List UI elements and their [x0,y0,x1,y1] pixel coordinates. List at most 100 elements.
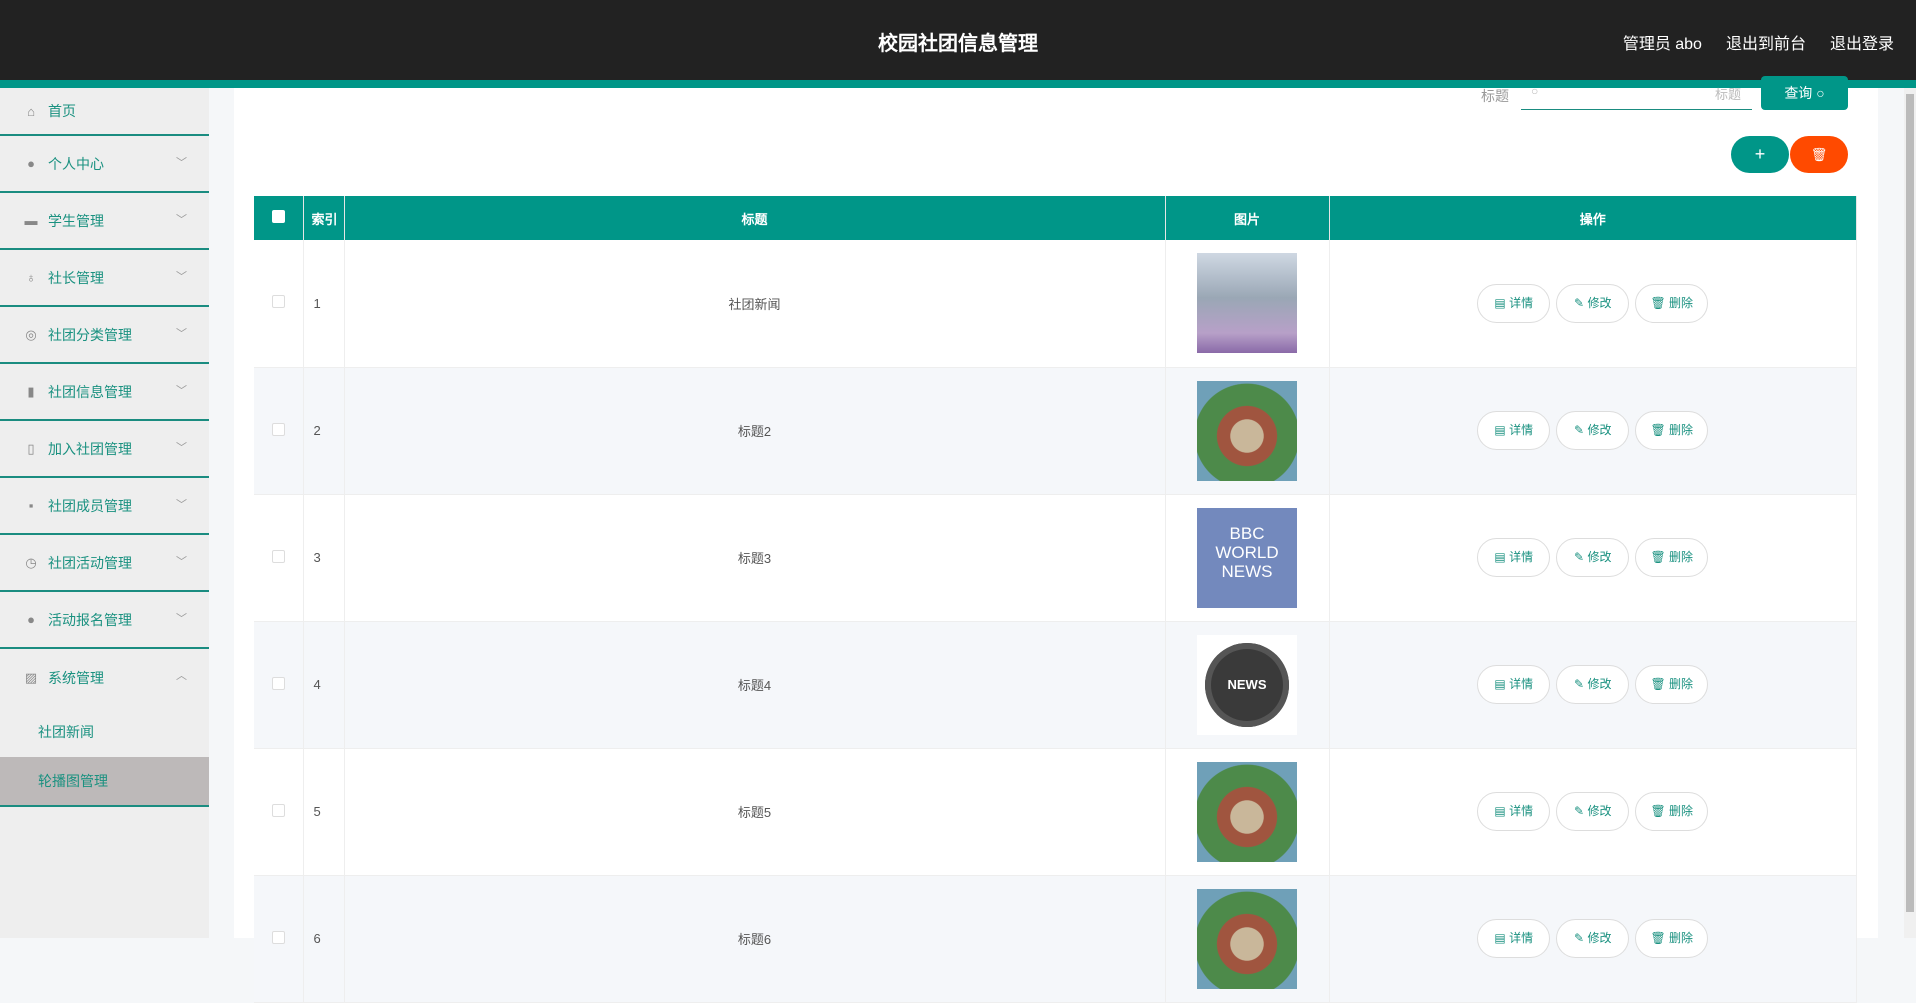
sidebar-item-label: 个人中心 [48,155,104,172]
sidebar-item-1[interactable]: ● 个人中心 ﹀ [0,136,209,193]
row-select[interactable] [254,494,304,622]
edit-button[interactable]: ✎ 修改 [1556,283,1630,323]
edit-icon: ✎ [1574,423,1585,437]
action-label: 详情 [1509,295,1534,310]
data-table: 索引 标题 图片 操作 1 社团新闻 ▤ 详情 ✎ 修改 🗑 删除 2 标题2 ▤ … [254,196,1857,1003]
row-image[interactable] [1197,380,1297,481]
row-actions: ▤ 详情 ✎ 修改 🗑 删除 [1329,240,1857,368]
query-button[interactable]: 查询 ○ [1761,76,1848,110]
select-all-checkbox[interactable] [271,210,285,223]
row-image[interactable] [1197,253,1297,354]
logout-link[interactable]: 退出登录 [1829,36,1894,53]
row-image[interactable] [1197,761,1297,862]
sidebar-item-0[interactable]: ⌂ 首页 [0,88,209,136]
delete-button[interactable]: 🗑 删除 [1635,283,1709,323]
header-image: 图片 [1165,196,1330,240]
search-input[interactable] [1551,80,1741,108]
row-select[interactable] [254,748,304,876]
trash-icon: 🗑 [1650,295,1666,310]
batch-delete-button[interactable]: 🗑 [1790,136,1848,173]
sidebar-item-3[interactable]: ♁ 社长管理 ﹀ [0,250,209,307]
row-image[interactable]: BBC WORLD NEWS [1197,507,1297,608]
chevron-down-icon: ﹀ [176,328,187,340]
scrollbar[interactable] [1904,88,1916,938]
sidebar-item-10[interactable]: ▨ 系统管理 ︿ [0,649,209,706]
row-actions: ▤ 详情 ✎ 修改 🗑 删除 [1329,621,1857,749]
chevron-down-icon: ﹀ [176,271,187,283]
detail-button[interactable]: ▤ 详情 [1477,538,1551,577]
row-checkbox[interactable] [271,549,285,563]
row-actions: ▤ 详情 ✎ 修改 🗑 删除 [1329,367,1857,495]
row-checkbox[interactable] [271,295,285,309]
chart-icon: ▨ [24,669,38,685]
row-actions: ▤ 详情 ✎ 修改 🗑 删除 [1329,494,1857,622]
row-index: 4 [303,621,345,749]
row-index: 3 [303,494,345,622]
header-index: 索引 [303,196,345,240]
search-icon: ○ [1816,85,1825,101]
action-label: 修改 [1587,550,1612,564]
action-label: 删除 [1669,931,1694,945]
chevron-down-icon: ﹀ [176,442,187,454]
sidebar-item-2[interactable]: ▬ 学生管理 ﹀ [0,193,209,250]
action-label: 详情 [1509,804,1534,818]
table-row: 3 标题3 BBC WORLD NEWS ▤ 详情 ✎ 修改 🗑 删除 [254,494,1857,622]
sidebar-item-8[interactable]: ◷ 社团活动管理 ﹀ [0,535,209,592]
detail-button[interactable]: ▤ 详情 [1477,919,1551,958]
row-image[interactable] [1197,888,1297,989]
chevron-down-icon: ﹀ [176,556,187,568]
row-checkbox[interactable] [271,930,285,944]
sidebar-item-label: 加入社团管理 [48,440,132,457]
edit-icon: ✎ [1574,550,1585,564]
select-all-header[interactable] [254,196,304,240]
row-checkbox[interactable] [271,803,285,817]
row-select[interactable] [254,240,304,368]
row-title: 标题5 [344,748,1166,876]
sidebar-item-5[interactable]: ▮ 社团信息管理 ﹀ [0,364,209,421]
admin-user[interactable]: 管理员 abo [1622,36,1702,53]
plus-icon: + [1754,144,1766,164]
table-row: 2 标题2 ▤ 详情 ✎ 修改 🗑 删除 [254,367,1857,495]
delete-button[interactable]: 🗑 删除 [1635,919,1709,958]
sidebar-item-label: 首页 [48,103,76,119]
delete-button[interactable]: 🗑 删除 [1635,538,1709,577]
delete-button[interactable]: 🗑 删除 [1635,411,1709,450]
edit-button[interactable]: ✎ 修改 [1556,792,1630,831]
edit-icon: ✎ [1574,804,1585,818]
search-field[interactable]: ○ [1521,80,1752,110]
briefcase-icon: ▬ [24,213,38,228]
add-button[interactable]: + [1731,136,1789,173]
submenu-item-0[interactable]: 社团新闻 [38,723,94,740]
row-checkbox[interactable] [271,676,285,690]
exit-to-front-link[interactable]: 退出到前台 [1725,36,1806,53]
row-select[interactable] [254,875,304,1003]
detail-button[interactable]: ▤ 详情 [1477,411,1551,450]
edit-button[interactable]: ✎ 修改 [1556,411,1630,450]
header-title: 标题 [344,196,1166,240]
row-index: 1 [303,240,345,368]
sidebar-item-9[interactable]: ● 活动报名管理 ﹀ [0,592,209,649]
delete-button[interactable]: 🗑 删除 [1635,665,1709,704]
detail-button[interactable]: ▤ 详情 [1477,665,1551,704]
edit-button[interactable]: ✎ 修改 [1556,665,1630,704]
action-label: 详情 [1509,931,1534,945]
action-label: 修改 [1587,295,1612,310]
detail-button[interactable]: ▤ 详情 [1477,283,1551,323]
row-checkbox[interactable] [271,422,285,436]
sidebar-item-7[interactable]: ▪ 社团成员管理 ﹀ [0,478,209,535]
table-row: 4 标题4 NEWS ▤ 详情 ✎ 修改 🗑 删除 [254,621,1857,749]
action-label: 详情 [1509,423,1534,437]
sidebar-item-4[interactable]: ◎ 社团分类管理 ﹀ [0,307,209,364]
sidebar-item-6[interactable]: ▯ 加入社团管理 ﹀ [0,421,209,478]
row-image-cell [1165,748,1330,876]
sidebar-item-label: 社长管理 [48,269,104,286]
row-select[interactable] [254,367,304,495]
row-select[interactable] [254,621,304,749]
submenu-item-1[interactable]: 轮播图管理 [0,757,209,807]
scrollbar-thumb[interactable] [1906,94,1914,912]
edit-button[interactable]: ✎ 修改 [1556,538,1630,577]
edit-button[interactable]: ✎ 修改 [1556,919,1630,958]
detail-button[interactable]: ▤ 详情 [1477,792,1551,831]
delete-button[interactable]: 🗑 删除 [1635,792,1709,831]
row-image[interactable]: NEWS [1197,634,1297,735]
